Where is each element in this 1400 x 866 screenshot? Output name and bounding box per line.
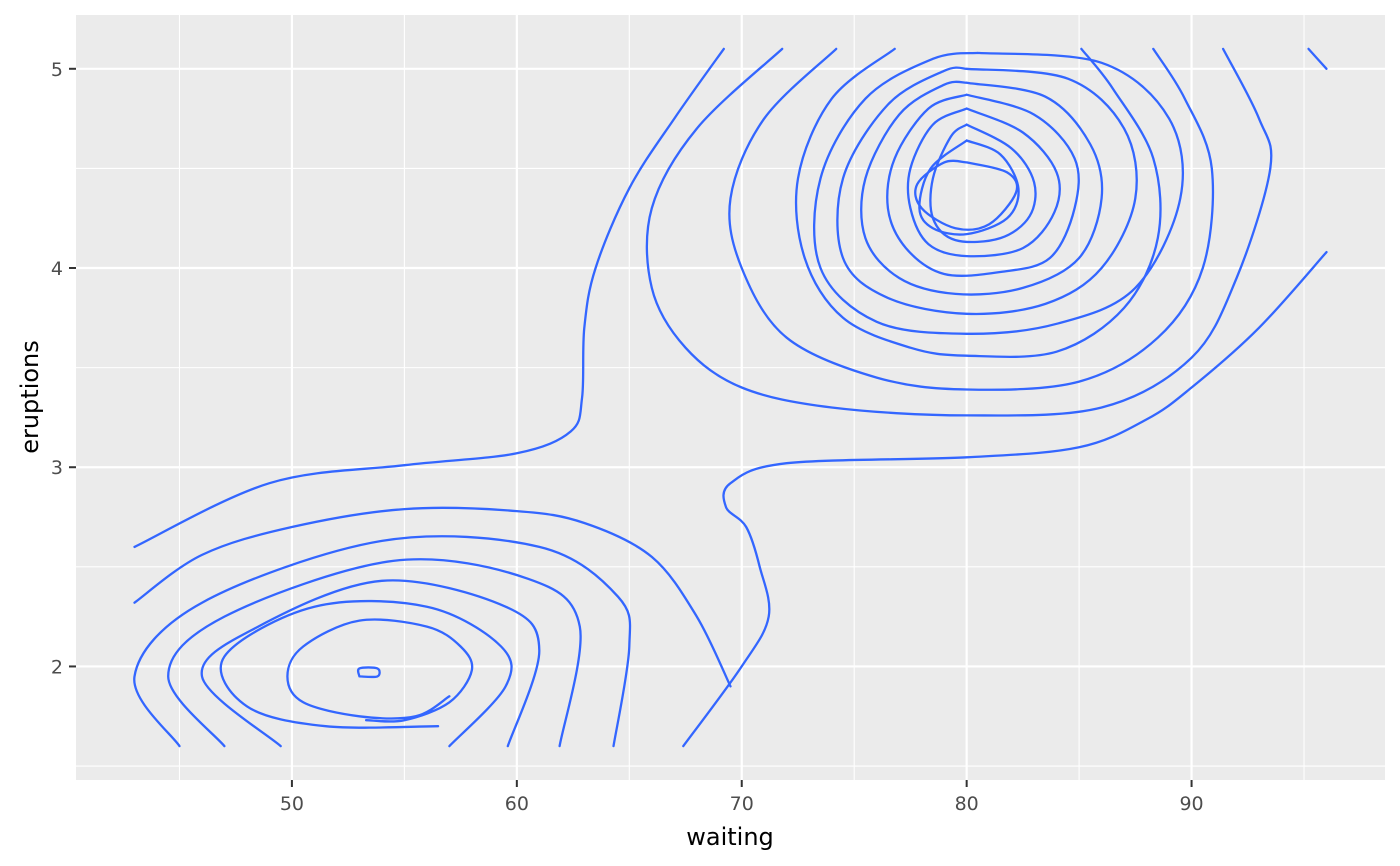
x-axis: 50 60 70 80 90	[280, 780, 1204, 815]
x-axis-title: waiting	[686, 823, 774, 851]
x-tick-label-1: 60	[505, 793, 529, 815]
x-tick-label-3: 80	[955, 793, 979, 815]
contour-line-20	[1307, 47, 1328, 70]
contour-line-4	[167, 558, 582, 748]
contour-line-9	[645, 47, 1273, 417]
y-axis-title: eruptions	[16, 340, 44, 454]
contour-line-7	[286, 618, 474, 723]
contour-line-3	[133, 535, 632, 748]
contour-line-18	[918, 139, 1020, 236]
y-axis: 2 3 4 5	[51, 59, 76, 678]
contour-line-17	[929, 123, 1037, 244]
contour-line-11	[794, 47, 1162, 359]
x-tick-label-0: 50	[280, 793, 304, 815]
y-tick-label-1: 3	[51, 457, 63, 479]
contour-line-6	[219, 599, 513, 748]
contour-line-8	[356, 666, 381, 679]
y-tick-label-0: 2	[51, 656, 63, 678]
density-contours	[133, 47, 1328, 748]
contour-line-16	[906, 107, 1061, 258]
y-tick-label-3: 5	[51, 59, 63, 81]
x-tick-label-2: 70	[730, 793, 754, 815]
contour-line-19	[914, 159, 1019, 231]
contour-line-10	[728, 47, 1215, 391]
contour-line-0	[133, 47, 725, 549]
x-tick-label-4: 90	[1179, 793, 1203, 815]
y-tick-label-2: 4	[51, 258, 63, 280]
plot-panel	[76, 15, 1385, 780]
contour-line-14	[860, 80, 1104, 296]
contour-line-15	[886, 93, 1080, 277]
minor-gridlines	[76, 15, 1385, 780]
contour-line-12	[813, 51, 1185, 335]
contour-line-1	[682, 250, 1328, 748]
contour-line-5	[200, 579, 541, 748]
contour-line-13	[836, 66, 1138, 316]
contour-line-2	[133, 506, 732, 688]
